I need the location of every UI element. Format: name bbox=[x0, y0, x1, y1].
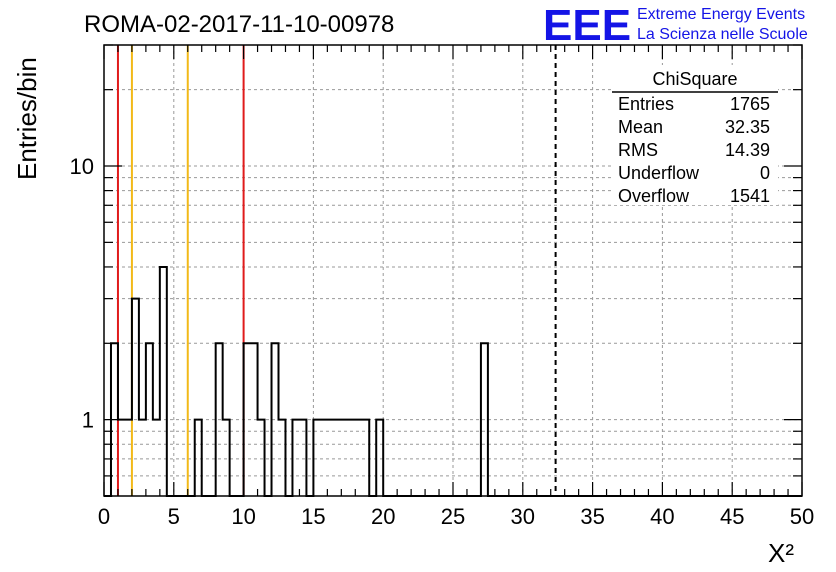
logo-line2: La Scienza nelle Scuole bbox=[637, 26, 808, 43]
y-tick-label: 1 bbox=[82, 408, 94, 433]
stats-label: Overflow bbox=[618, 186, 690, 206]
stats-label: RMS bbox=[618, 140, 658, 160]
x-tick-label: 15 bbox=[301, 504, 325, 529]
logo-mark: EEE bbox=[543, 1, 631, 50]
x-tick-label: 25 bbox=[441, 504, 465, 529]
chart-title: ROMA-02-2017-11-10-00978 bbox=[84, 11, 394, 38]
y-axis-label: Entries/bin bbox=[12, 57, 42, 180]
x-tick-label: 30 bbox=[511, 504, 535, 529]
stats-value: 14.39 bbox=[725, 140, 770, 160]
stats-value: 32.35 bbox=[725, 117, 770, 137]
stats-label: Underflow bbox=[618, 163, 700, 183]
x-tick-label: 35 bbox=[580, 504, 604, 529]
x-tick-label: 20 bbox=[371, 504, 395, 529]
x-tick-label: 5 bbox=[168, 504, 180, 529]
x-tick-label: 10 bbox=[231, 504, 255, 529]
x-axis: 0 5 10 15 20 25 30 35 40 45 50 bbox=[98, 45, 814, 529]
stats-label: Entries bbox=[618, 94, 674, 114]
x-tick-label: 50 bbox=[790, 504, 814, 529]
stats-title: ChiSquare bbox=[652, 69, 737, 89]
x-tick-label: 45 bbox=[720, 504, 744, 529]
stats-label: Mean bbox=[618, 117, 663, 137]
x-tick-label: 0 bbox=[98, 504, 110, 529]
histogram-bin bbox=[132, 299, 139, 496]
histogram-bin bbox=[160, 267, 167, 496]
y-axis: 1 10 bbox=[70, 44, 802, 497]
stats-value: 1765 bbox=[730, 94, 770, 114]
eee-logo: EEE Extreme Energy Events La Scienza nel… bbox=[543, 1, 808, 50]
y-tick-label: 10 bbox=[70, 154, 94, 179]
stats-value: 0 bbox=[760, 163, 770, 183]
x-axis-label: X² bbox=[768, 538, 794, 568]
reference-lines bbox=[116, 45, 557, 496]
grid bbox=[104, 45, 802, 496]
stats-box: ChiSquare Entries 1765 Mean 32.35 RMS 14.39 Un… bbox=[612, 65, 778, 206]
logo-line1: Extreme Energy Events bbox=[637, 6, 805, 23]
stats-value: 1541 bbox=[730, 186, 770, 206]
x-tick-label: 40 bbox=[650, 504, 674, 529]
